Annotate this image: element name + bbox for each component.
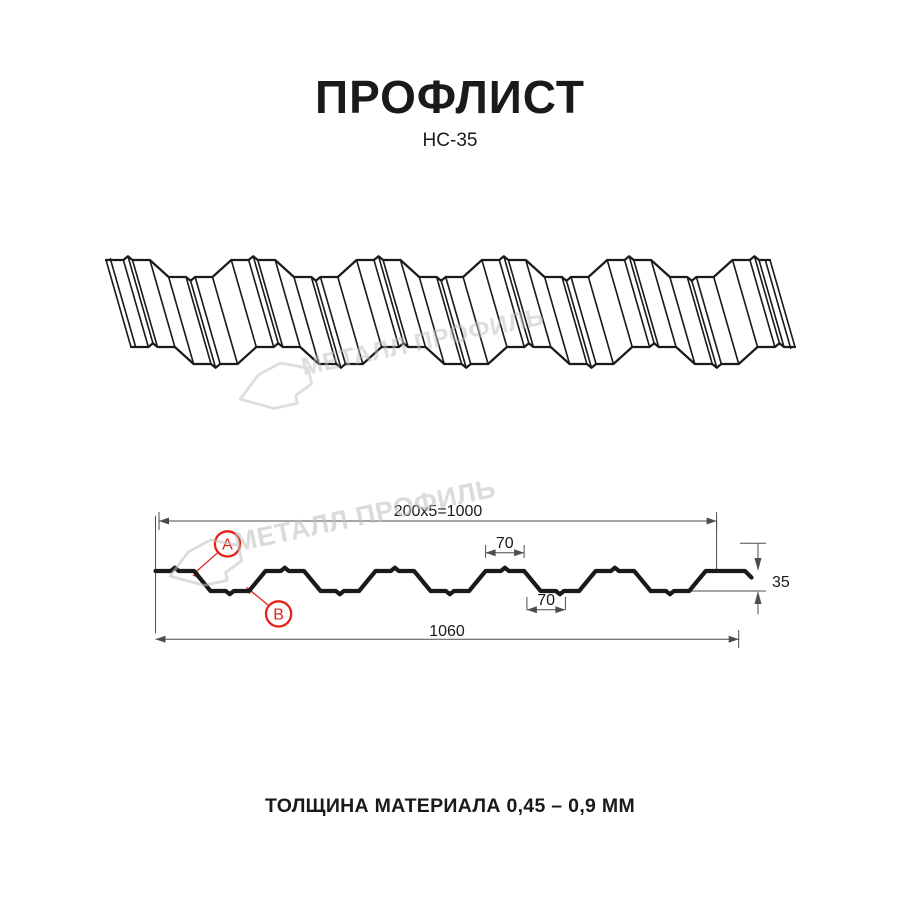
svg-text:МЕТАЛЛ ПРОФИЛЬ: МЕТАЛЛ ПРОФИЛЬ <box>232 473 499 558</box>
